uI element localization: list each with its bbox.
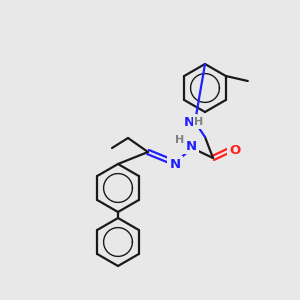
Text: N: N xyxy=(185,140,197,152)
Text: N: N xyxy=(169,158,181,170)
Text: H: H xyxy=(176,135,184,145)
Text: N: N xyxy=(183,116,195,128)
Text: O: O xyxy=(230,143,241,157)
Text: H: H xyxy=(194,117,204,127)
